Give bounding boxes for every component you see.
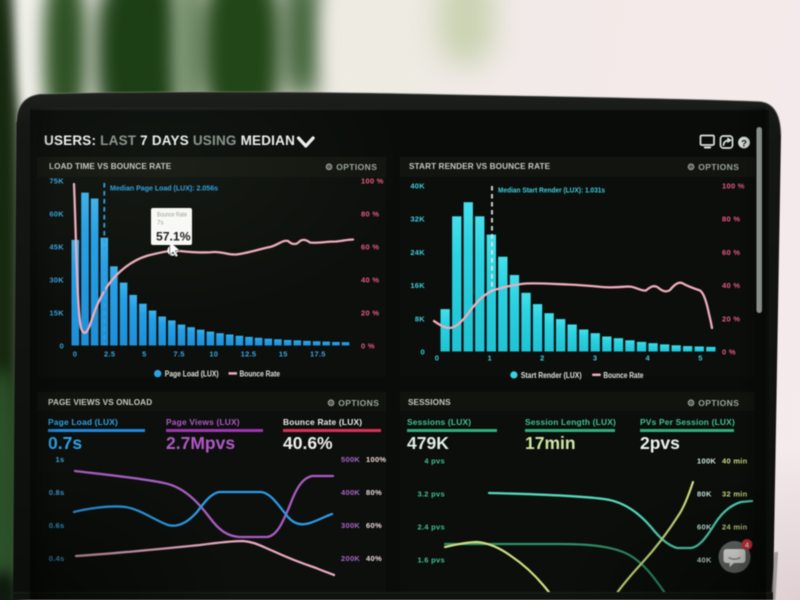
svg-text:0: 0 [73, 350, 77, 359]
svg-text:Bounce Rate: Bounce Rate [157, 212, 187, 219]
svg-text:Median Page Load (LUX): 2.056s: Median Page Load (LUX): 2.056s [110, 184, 218, 193]
svg-text:500K: 500K [341, 455, 360, 464]
svg-text:0 %: 0 % [361, 342, 375, 351]
svg-text:200K: 200K [341, 554, 360, 563]
svg-text:3.2 pvs: 3.2 pvs [417, 490, 445, 499]
svg-text:400K: 400K [341, 488, 360, 497]
svg-text:100K: 100K [697, 457, 716, 466]
svg-text:40 min: 40 min [722, 457, 748, 466]
svg-text:10: 10 [209, 350, 218, 359]
svg-text:60 %: 60 % [361, 243, 379, 252]
svg-text:32 min: 32 min [722, 490, 748, 499]
svg-text:100%: 100% [366, 455, 386, 464]
svg-text:40 %: 40 % [722, 281, 740, 290]
svg-text:0 %: 0 % [722, 348, 736, 357]
svg-text:60%: 60% [366, 521, 382, 530]
svg-text:7s: 7s [157, 220, 164, 227]
svg-text:20 %: 20 % [722, 314, 740, 323]
svg-text:0.8s: 0.8s [49, 488, 65, 497]
svg-text:5: 5 [142, 350, 146, 359]
svg-text:80%: 80% [366, 488, 382, 497]
svg-text:15K: 15K [49, 309, 64, 318]
svg-text:12.5: 12.5 [241, 350, 257, 359]
svg-text:30K: 30K [49, 276, 64, 285]
svg-text:Bounce Rate: Bounce Rate [240, 369, 281, 378]
svg-text:17.5: 17.5 [310, 350, 326, 359]
svg-text:15: 15 [279, 350, 288, 359]
svg-text:0.6s: 0.6s [49, 521, 65, 530]
svg-text:40K: 40K [697, 556, 712, 565]
svg-text:40K: 40K [410, 182, 425, 191]
svg-text:24 min: 24 min [722, 523, 748, 532]
svg-text:7.5: 7.5 [173, 350, 184, 359]
svg-text:40%: 40% [366, 554, 382, 563]
svg-text:3: 3 [593, 354, 597, 363]
svg-text:75K: 75K [49, 177, 64, 186]
svg-text:100 %: 100 % [361, 177, 384, 186]
svg-text:60 %: 60 % [722, 248, 740, 257]
svg-text:4: 4 [646, 354, 651, 363]
svg-text:0: 0 [421, 348, 425, 357]
svg-text:?: ? [741, 138, 747, 149]
svg-text:Median Start Render (LUX): 1.0: Median Start Render (LUX): 1.031s [498, 186, 605, 195]
svg-text:2.4 pvs: 2.4 pvs [417, 523, 445, 532]
svg-text:0.4s: 0.4s [49, 554, 65, 563]
svg-text:16K: 16K [410, 281, 425, 290]
svg-text:45K: 45K [49, 243, 64, 252]
svg-text:1s: 1s [56, 455, 65, 464]
svg-text:0: 0 [435, 354, 439, 363]
svg-text:4 pvs: 4 pvs [424, 457, 445, 466]
svg-text:2.5: 2.5 [104, 350, 115, 359]
svg-text:300K: 300K [341, 521, 360, 530]
svg-text:24K: 24K [410, 248, 425, 257]
svg-text:0: 0 [60, 342, 64, 351]
svg-text:80 %: 80 % [722, 215, 740, 224]
svg-text:5: 5 [698, 354, 702, 363]
svg-text:57.1%: 57.1% [156, 230, 191, 244]
svg-text:Page Load (LUX): Page Load (LUX) [165, 369, 219, 378]
svg-text:1: 1 [487, 354, 491, 363]
svg-text:Bounce Rate: Bounce Rate [603, 371, 644, 380]
svg-text:40 %: 40 % [361, 276, 379, 285]
svg-text:100 %: 100 % [722, 182, 745, 191]
svg-text:80 %: 80 % [361, 210, 379, 219]
svg-text:20 %: 20 % [361, 309, 379, 318]
svg-text:8K: 8K [415, 314, 425, 323]
svg-text:60K: 60K [49, 210, 64, 219]
svg-text:1.6 pvs: 1.6 pvs [417, 556, 445, 565]
svg-text:Start Render (LUX): Start Render (LUX) [521, 371, 582, 380]
svg-text:32K: 32K [410, 215, 425, 224]
svg-text:80K: 80K [697, 490, 712, 499]
svg-text:2: 2 [540, 354, 544, 363]
